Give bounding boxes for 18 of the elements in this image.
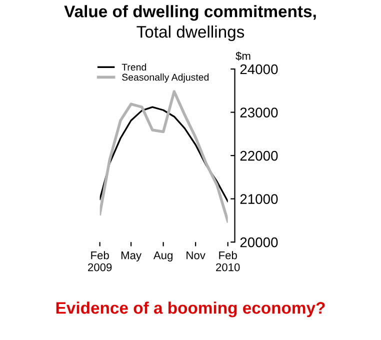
legend-label: Trend — [122, 64, 146, 71]
x-tick-label: Feb 2010 — [216, 251, 240, 272]
chart-subtitle: Total dwellings — [136, 26, 244, 42]
y-tick-label: 24000 — [240, 64, 278, 74]
text: Evidence of a booming economy? — [56, 302, 325, 318]
chart-title: Value of dwelling commitments, — [64, 5, 316, 21]
x-tick-label: Nov — [186, 252, 206, 260]
y-tick-label: 22000 — [240, 150, 278, 161]
y-tick-label: 20000 — [240, 237, 278, 248]
y-tick-label: 21000 — [240, 194, 278, 204]
y-axis-title: $m — [236, 52, 250, 61]
x-tick-label: Feb 2009 — [88, 251, 112, 272]
x-tick-label: Aug — [153, 252, 172, 262]
line-series — [100, 106, 228, 202]
y-tick-label: 23000 — [240, 108, 278, 118]
x-tick-label: May — [121, 252, 142, 262]
line-series — [100, 90, 228, 223]
legend-label: Seasonally Adjusted — [122, 74, 209, 83]
